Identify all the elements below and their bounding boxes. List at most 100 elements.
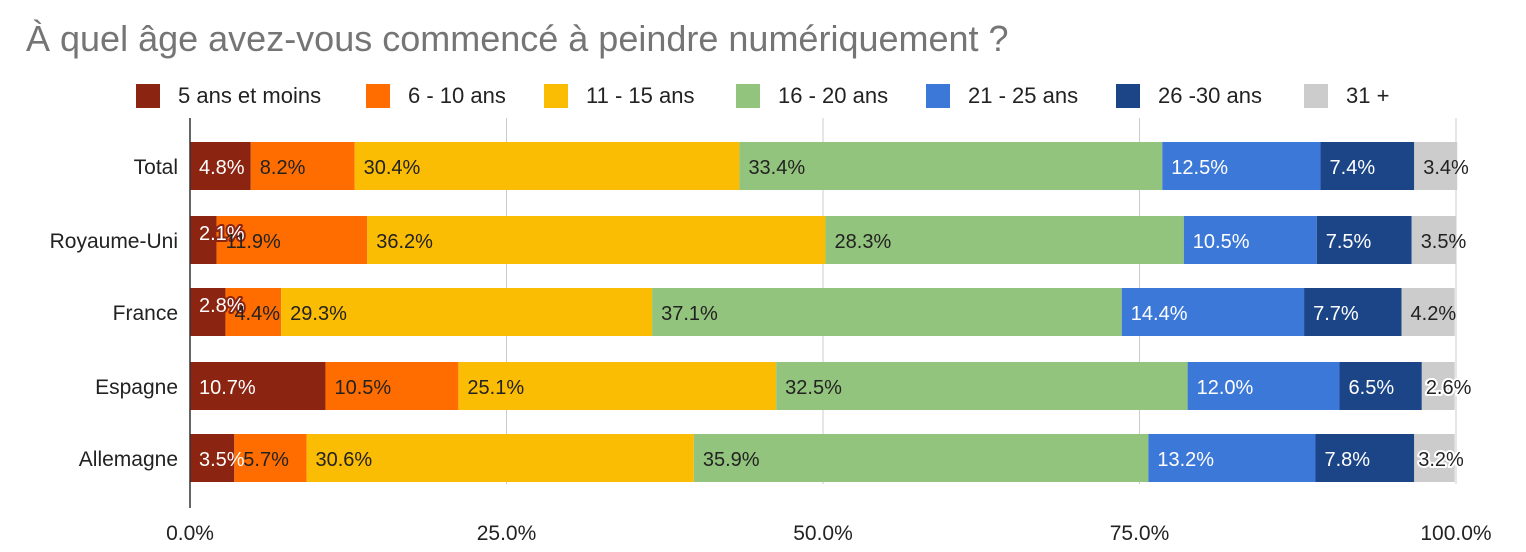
data-label-royaume-uni-6-10-ans: 11.9% bbox=[226, 231, 281, 253]
bar-france-6-10-ans bbox=[225, 288, 282, 336]
data-label-royaume-uni-31: 3.5% bbox=[1421, 231, 1467, 253]
category-label-total: Total bbox=[134, 156, 178, 179]
data-label-allemagne-6-10-ans: 5.7% bbox=[243, 449, 289, 471]
legend-item-11-15-ans: 11 - 15 ans bbox=[544, 78, 694, 114]
bar-allemagne-11-15-ans bbox=[306, 434, 694, 482]
data-label-total-26-30-ans: 7.4% bbox=[1330, 157, 1376, 179]
data-label-espagne-26-30-ans: 6.5% bbox=[1349, 377, 1395, 399]
x-tick-label-3: 75.0% bbox=[1110, 522, 1170, 545]
legend-swatch bbox=[736, 84, 760, 108]
data-label-total-5-ans-et-moins: 4.8% bbox=[199, 157, 245, 179]
legend-label: 21 - 25 ans bbox=[968, 83, 1079, 108]
data-label-royaume-uni-5-ans-et-moins: 2.1% bbox=[199, 223, 245, 245]
data-label-france-6-10-ans: 4.4% bbox=[234, 303, 280, 325]
legend-label: 11 - 15 ans bbox=[586, 83, 695, 108]
x-tick-label-1: 25.0% bbox=[477, 522, 537, 545]
data-label-espagne-31: 2.6% bbox=[1426, 377, 1472, 399]
x-tick-label-4: 100.0% bbox=[1420, 522, 1491, 545]
legend-swatch bbox=[366, 84, 390, 108]
data-label-espagne-5-ans-et-moins: 10.7% bbox=[199, 377, 256, 399]
data-label-allemagne-16-20-ans: 35.9% bbox=[703, 449, 760, 471]
x-tick-label-0: 0.0% bbox=[166, 522, 214, 545]
bar-royaume-uni-11-15-ans bbox=[367, 216, 826, 264]
legend-label: 5 ans et moins bbox=[178, 83, 322, 108]
chart-legend: 5 ans et moins 6 - 10 ans 11 - 15 ans 16 - … bbox=[0, 78, 1526, 114]
bar-espagne-31 bbox=[1421, 362, 1455, 410]
legend-item-26-30-ans: 26 -30 ans bbox=[1116, 78, 1262, 114]
bar-allemagne-21-25-ans bbox=[1148, 434, 1316, 482]
category-label-france: France bbox=[113, 302, 178, 325]
bar-espagne-26-30-ans bbox=[1339, 362, 1422, 410]
bar-royaume-uni-31 bbox=[1411, 216, 1456, 264]
bar-royaume-uni-21-25-ans bbox=[1183, 216, 1317, 264]
chart-title: À quel âge avez-vous commencé à peindre … bbox=[26, 18, 1009, 59]
data-label-france-26-30-ans: 7.7% bbox=[1313, 303, 1359, 325]
bar-france-16-20-ans bbox=[652, 288, 1122, 336]
data-label-allemagne-31: 3.2% bbox=[1418, 449, 1464, 471]
legend-swatch bbox=[136, 84, 160, 108]
data-label-royaume-uni-11-15-ans: 36.2% bbox=[376, 231, 433, 253]
category-label-royaume-uni: Royaume-Uni bbox=[50, 230, 178, 253]
bar-total-21-25-ans bbox=[1162, 142, 1321, 190]
data-label-allemagne-5-ans-et-moins: 3.5% bbox=[199, 449, 245, 471]
bar-allemagne-5-ans-et-moins bbox=[190, 434, 235, 482]
legend-item-21-25-ans: 21 - 25 ans bbox=[926, 78, 1078, 114]
data-label-total-31: 3.4% bbox=[1423, 157, 1469, 179]
legend-item-16-20-ans: 16 - 20 ans bbox=[736, 78, 888, 114]
bar-total-26-30-ans bbox=[1320, 142, 1415, 190]
bar-france-5-ans-et-moins bbox=[190, 288, 226, 336]
bar-france-11-15-ans bbox=[281, 288, 653, 336]
bar-royaume-uni-6-10-ans bbox=[216, 216, 368, 264]
bar-total-16-20-ans bbox=[739, 142, 1163, 190]
data-label-total-21-25-ans: 12.5% bbox=[1171, 157, 1228, 179]
bar-espagne-16-20-ans bbox=[776, 362, 1188, 410]
x-tick-label-2: 50.0% bbox=[793, 522, 853, 545]
legend-item-31: 31 + bbox=[1304, 78, 1389, 114]
data-label-france-5-ans-et-moins: 2.8% bbox=[199, 295, 245, 317]
legend-label: 26 -30 ans bbox=[1158, 83, 1262, 108]
data-label-allemagne-11-15-ans: 30.6% bbox=[315, 449, 372, 471]
bar-total-6-10-ans bbox=[250, 142, 355, 190]
bar-espagne-5-ans-et-moins bbox=[190, 362, 326, 410]
data-label-allemagne-26-30-ans: 7.8% bbox=[1324, 449, 1370, 471]
data-label-france-16-20-ans: 37.1% bbox=[661, 303, 718, 325]
data-label-royaume-uni-26-30-ans: 7.5% bbox=[1326, 231, 1372, 253]
bar-royaume-uni-26-30-ans bbox=[1316, 216, 1412, 264]
bar-royaume-uni-5-ans-et-moins bbox=[190, 216, 217, 264]
bar-allemagne-26-30-ans bbox=[1315, 434, 1415, 482]
legend-label: 31 + bbox=[1346, 83, 1390, 108]
bar-total-5-ans-et-moins bbox=[190, 142, 251, 190]
legend-item-5-ans-et-moins: 5 ans et moins bbox=[136, 78, 321, 114]
data-label-royaume-uni-16-20-ans: 28.3% bbox=[835, 231, 892, 253]
legend-swatch bbox=[1304, 84, 1328, 108]
data-label-espagne-6-10-ans: 10.5% bbox=[334, 377, 391, 399]
bar-royaume-uni-16-20-ans bbox=[825, 216, 1184, 264]
data-label-total-16-20-ans: 33.4% bbox=[748, 157, 805, 179]
legend-swatch bbox=[1116, 84, 1140, 108]
bar-allemagne-16-20-ans bbox=[693, 434, 1149, 482]
data-label-espagne-21-25-ans: 12.0% bbox=[1197, 377, 1254, 399]
category-label-espagne: Espagne bbox=[95, 376, 178, 399]
bar-espagne-11-15-ans bbox=[458, 362, 777, 410]
bar-total-11-15-ans bbox=[354, 142, 740, 190]
data-label-france-31: 4.2% bbox=[1411, 303, 1457, 325]
bar-total-31 bbox=[1414, 142, 1458, 190]
data-label-espagne-11-15-ans: 25.1% bbox=[467, 377, 524, 399]
category-label-allemagne: Allemagne bbox=[79, 448, 178, 471]
legend-label: 16 - 20 ans bbox=[778, 83, 889, 108]
data-label-allemagne-21-25-ans: 13.2% bbox=[1157, 449, 1214, 471]
bar-allemagne-6-10-ans bbox=[234, 434, 307, 482]
data-label-france-11-15-ans: 29.3% bbox=[290, 303, 347, 325]
bar-allemagne-31 bbox=[1414, 434, 1455, 482]
legend-item-6-10-ans: 6 - 10 ans bbox=[366, 78, 506, 114]
bar-espagne-6-10-ans bbox=[325, 362, 459, 410]
data-label-france-21-25-ans: 14.4% bbox=[1131, 303, 1188, 325]
legend-swatch bbox=[544, 84, 568, 108]
data-label-espagne-16-20-ans: 32.5% bbox=[785, 377, 842, 399]
legend-label: 6 - 10 ans bbox=[408, 83, 506, 108]
data-label-royaume-uni-21-25-ans: 10.5% bbox=[1193, 231, 1250, 253]
data-label-total-11-15-ans: 30.4% bbox=[364, 157, 421, 179]
data-label-total-6-10-ans: 8.2% bbox=[260, 157, 306, 179]
legend-swatch bbox=[926, 84, 950, 108]
